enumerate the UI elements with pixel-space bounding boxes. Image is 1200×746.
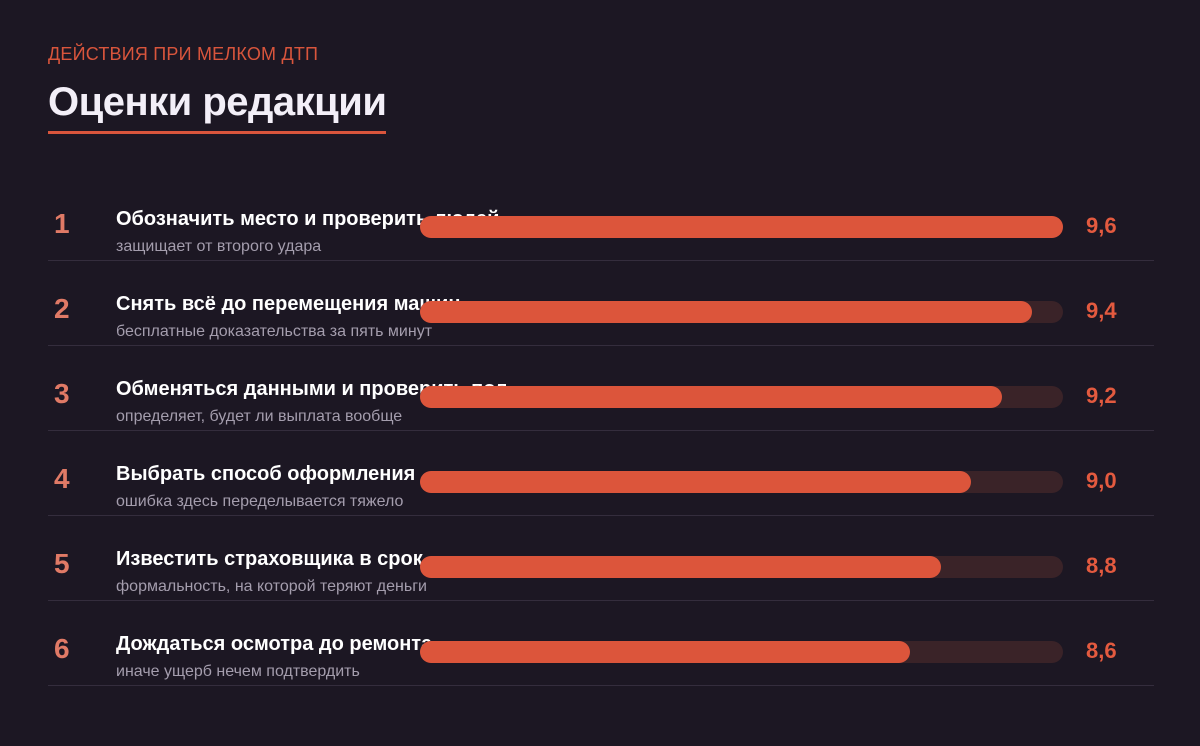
rank-number: 1 [54, 208, 70, 239]
value-label: 9,4 [1086, 298, 1117, 323]
rank-number: 6 [54, 633, 70, 664]
item-label: Известить страховщика в срок [116, 548, 423, 570]
bar-track [420, 301, 1063, 323]
item-subtitle: иначе ущерб нечем подтвердить [116, 663, 360, 680]
item-subtitle: бесплатные доказательства за пять минут [116, 323, 433, 340]
ratings-list: 1 Обозначить место и проверить людей защищ… [48, 176, 1154, 686]
rating-row: 5 Известить страховщика в срок формальност… [48, 516, 1154, 601]
item-label: Дождаться осмотра до ремонта [116, 633, 433, 655]
bar-track [420, 556, 1063, 578]
bar-fill [420, 216, 1063, 238]
bar-fill [420, 641, 910, 663]
item-label: Обменяться данными и проверить полис [116, 378, 506, 400]
bar-fill [420, 386, 1002, 408]
item-label: Обозначить место и проверить людей [116, 208, 500, 230]
rating-row: 3 Обменяться данными и проверить полис опр… [48, 346, 1154, 431]
item-subtitle: формальность, на которой теряют деньги [116, 578, 427, 595]
rank-number: 3 [54, 378, 70, 409]
bar-fill [420, 471, 971, 493]
item-label: Снять всё до перемещения машин [116, 293, 461, 315]
value-label: 9,2 [1086, 383, 1117, 408]
value-label: 8,8 [1086, 553, 1117, 578]
bar-fill [420, 301, 1032, 323]
kicker: ДЕЙСТВИЯ ПРИ МЕЛКОМ ДТП [48, 44, 319, 64]
item-subtitle: определяет, будет ли выплата вообще [116, 408, 403, 425]
item-subtitle: защищает от второго удара [116, 238, 322, 255]
value-label: 9,6 [1086, 213, 1117, 238]
bar-track [420, 216, 1063, 238]
rank-number: 2 [54, 293, 70, 324]
bar-track [420, 641, 1063, 663]
rank-number: 4 [54, 463, 70, 494]
rating-row: 6 Дождаться осмотра до ремонта иначе ущерб… [48, 601, 1154, 686]
bar-track [420, 471, 1063, 493]
bar-track [420, 386, 1063, 408]
rating-row: 4 Выбрать способ оформления ошибка здесь п… [48, 431, 1154, 516]
value-label: 8,6 [1086, 638, 1117, 663]
item-subtitle: ошибка здесь переделывается тяжело [116, 493, 404, 510]
rating-row: 2 Снять всё до перемещения машин бесплатны… [48, 261, 1154, 346]
bar-fill [420, 556, 941, 578]
rating-row: 1 Обозначить место и проверить людей защищ… [48, 176, 1154, 261]
item-label: Выбрать способ оформления [116, 463, 416, 485]
value-label: 9,0 [1086, 468, 1117, 493]
page-title: Оценки редакции [48, 80, 387, 134]
rank-number: 5 [54, 548, 70, 579]
